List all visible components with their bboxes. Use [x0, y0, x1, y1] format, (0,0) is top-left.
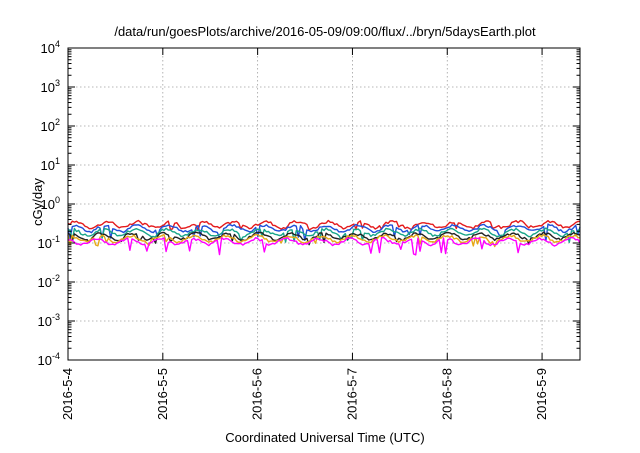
series-line-1 — [67, 219, 581, 231]
y-tick-label: 103 — [41, 78, 60, 95]
series-line-3 — [67, 227, 581, 243]
series-lines — [67, 219, 581, 256]
y-tick-label: 100 — [41, 195, 60, 212]
y-tick-label: 10-2 — [38, 273, 60, 290]
y-tick-label: 10-1 — [38, 234, 60, 251]
y-tick-label: 10-3 — [38, 312, 60, 329]
y-tick-label: 101 — [41, 156, 60, 173]
grid-lines — [68, 48, 580, 360]
x-tick-label: 2016-5-7 — [344, 368, 359, 420]
y-tick-label: 102 — [41, 117, 60, 134]
chart-title: /data/run/goesPlots/archive/2016-05-09/0… — [114, 24, 536, 39]
plot-area-frame — [67, 47, 581, 361]
series-line-6 — [67, 236, 581, 256]
x-tick-label: 2016-5-6 — [250, 368, 265, 420]
x-tick-label: 2016-5-9 — [534, 368, 549, 420]
y-tick-label: 10-4 — [38, 351, 60, 368]
series-line-5 — [67, 233, 581, 248]
series-line-2 — [67, 223, 581, 242]
y-tick-label: 104 — [41, 39, 60, 56]
x-tick-label: 2016-5-4 — [60, 368, 75, 420]
x-axis-label: Coordinated Universal Time (UTC) — [225, 430, 424, 445]
x-tick-label: 2016-5-8 — [439, 368, 454, 420]
y-axis-label: cGy/day — [30, 178, 45, 226]
x-tick-label: 2016-5-5 — [155, 368, 170, 420]
